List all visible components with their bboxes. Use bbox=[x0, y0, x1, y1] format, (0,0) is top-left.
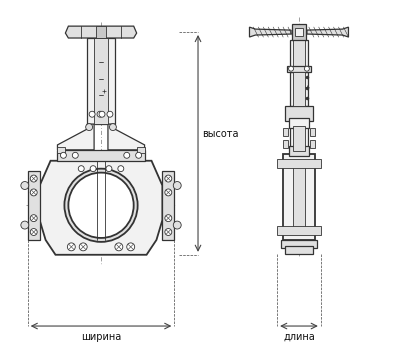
Circle shape bbox=[21, 221, 29, 229]
Bar bbox=[287, 66, 311, 72]
Circle shape bbox=[173, 182, 181, 190]
Bar bbox=[290, 126, 308, 151]
Bar bbox=[293, 164, 305, 230]
Bar bbox=[290, 72, 308, 106]
Bar bbox=[310, 128, 315, 136]
Circle shape bbox=[30, 189, 37, 196]
Circle shape bbox=[79, 243, 87, 251]
Polygon shape bbox=[250, 27, 291, 37]
Bar bbox=[283, 128, 288, 136]
Polygon shape bbox=[58, 124, 94, 150]
Circle shape bbox=[86, 124, 93, 130]
Bar bbox=[281, 240, 317, 248]
Circle shape bbox=[165, 215, 172, 222]
Bar bbox=[310, 140, 315, 148]
Bar bbox=[289, 118, 309, 128]
Circle shape bbox=[118, 166, 124, 172]
Circle shape bbox=[99, 111, 105, 117]
Circle shape bbox=[106, 166, 112, 172]
Bar bbox=[58, 150, 144, 161]
Circle shape bbox=[165, 229, 172, 236]
Bar bbox=[283, 154, 315, 240]
Circle shape bbox=[64, 169, 138, 242]
Circle shape bbox=[30, 215, 37, 222]
Circle shape bbox=[115, 243, 123, 251]
Bar bbox=[289, 146, 309, 156]
Circle shape bbox=[21, 182, 29, 190]
Circle shape bbox=[110, 124, 116, 130]
Circle shape bbox=[124, 152, 130, 158]
Circle shape bbox=[165, 175, 172, 182]
Text: высота: высота bbox=[202, 128, 238, 138]
Bar bbox=[28, 171, 40, 240]
Polygon shape bbox=[307, 27, 348, 37]
Bar bbox=[290, 40, 308, 67]
Text: ширина: ширина bbox=[81, 332, 121, 342]
Bar bbox=[293, 72, 305, 106]
Circle shape bbox=[165, 189, 172, 196]
Circle shape bbox=[90, 166, 96, 172]
Polygon shape bbox=[65, 26, 137, 38]
Bar bbox=[87, 38, 115, 124]
Bar bbox=[277, 226, 321, 235]
Circle shape bbox=[107, 111, 113, 117]
Circle shape bbox=[97, 111, 103, 117]
Bar bbox=[293, 40, 305, 67]
Bar bbox=[96, 26, 106, 38]
Bar bbox=[295, 28, 303, 36]
Circle shape bbox=[72, 152, 78, 158]
Circle shape bbox=[60, 152, 66, 158]
Circle shape bbox=[304, 66, 309, 71]
Text: длина: длина bbox=[283, 332, 315, 342]
Bar bbox=[293, 126, 305, 151]
Bar bbox=[277, 159, 321, 168]
Bar bbox=[58, 147, 65, 153]
Circle shape bbox=[30, 175, 37, 182]
Circle shape bbox=[67, 243, 75, 251]
Circle shape bbox=[136, 152, 142, 158]
Polygon shape bbox=[40, 161, 162, 255]
Bar bbox=[137, 147, 144, 153]
Circle shape bbox=[68, 173, 134, 238]
Circle shape bbox=[78, 166, 84, 172]
Bar bbox=[292, 24, 306, 40]
Bar bbox=[162, 171, 174, 240]
Circle shape bbox=[288, 66, 294, 71]
Circle shape bbox=[89, 111, 95, 117]
Bar bbox=[283, 140, 288, 148]
Polygon shape bbox=[108, 124, 144, 150]
Circle shape bbox=[30, 229, 37, 236]
Bar bbox=[285, 246, 313, 254]
Bar bbox=[94, 38, 108, 124]
Circle shape bbox=[173, 221, 181, 229]
Circle shape bbox=[127, 243, 135, 251]
Bar bbox=[285, 106, 313, 121]
